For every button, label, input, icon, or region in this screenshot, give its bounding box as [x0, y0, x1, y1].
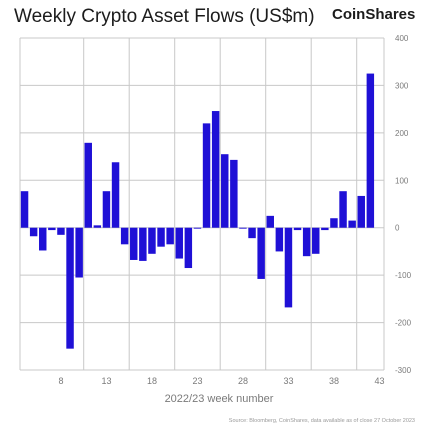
- bar-week-31: [266, 215, 274, 228]
- bar-week-9: [66, 227, 74, 349]
- bar-week-13: [102, 191, 111, 228]
- bar-week-4: [20, 191, 29, 228]
- x-tick-label: 18: [147, 376, 157, 386]
- y-tick-label: 0: [395, 224, 400, 233]
- bar-week-19: [157, 227, 165, 247]
- bar-week-38: [330, 218, 338, 228]
- bar-week-17: [139, 227, 147, 261]
- bar-week-42: [366, 73, 375, 228]
- bar-week-20: [166, 227, 174, 245]
- x-tick-label: 8: [58, 376, 63, 386]
- bar-week-22: [184, 227, 193, 269]
- bar-week-28: [239, 227, 247, 229]
- x-tick-label: 28: [238, 376, 248, 386]
- bar-week-37: [321, 227, 329, 231]
- x-tick-label: 13: [101, 376, 111, 386]
- bars: [20, 73, 375, 349]
- x-tick-label: 23: [192, 376, 202, 386]
- y-tick-label: -200: [395, 319, 412, 328]
- bar-week-24: [202, 123, 211, 228]
- bar-week-39: [339, 191, 347, 228]
- grid-lines: [19, 37, 385, 371]
- y-tick-label: 400: [395, 34, 409, 43]
- bar-week-14: [111, 162, 120, 228]
- y-tick-label: 300: [395, 81, 409, 90]
- bar-week-36: [312, 227, 320, 254]
- source-note: Source: Bloomberg, CoinShares, data avai…: [228, 418, 415, 424]
- bar-week-30: [257, 227, 265, 279]
- bar-week-6: [39, 227, 47, 251]
- bar-week-21: [175, 227, 183, 259]
- bar-week-12: [93, 225, 102, 228]
- bar-week-5: [29, 227, 38, 237]
- y-tick-label: 200: [395, 129, 409, 138]
- bar-week-10: [75, 227, 83, 278]
- bar-week-35: [302, 227, 311, 257]
- x-axis-label: 2022/23 week number: [164, 393, 274, 405]
- bar-week-27: [230, 159, 238, 228]
- bar-week-34: [293, 227, 302, 231]
- y-tick-label: 100: [395, 176, 409, 185]
- bar-week-23: [193, 227, 202, 229]
- bar-week-11: [84, 142, 92, 228]
- bar-week-26: [221, 154, 229, 228]
- x-tick-label: 33: [283, 376, 293, 386]
- y-tick-label: -100: [395, 271, 412, 280]
- x-tick-label: 38: [329, 376, 339, 386]
- bar-week-29: [248, 227, 256, 239]
- coinshares-logo: CoinShares: [332, 6, 416, 23]
- tick-labels: 400 300 200 100 0 -100 -200 -300 8 13 18 23 28 33 38 43: [58, 34, 411, 386]
- bar-week-40: [348, 220, 356, 228]
- x-tick-label: 43: [374, 376, 384, 386]
- chart-title: Weekly Crypto Asset Flows (US$m): [14, 6, 315, 27]
- bar-week-33: [284, 227, 293, 308]
- bar-week-8: [57, 227, 65, 235]
- bar-week-7: [48, 227, 56, 231]
- y-tick-label: -300: [395, 366, 412, 375]
- bar-week-25: [211, 111, 220, 228]
- bar-week-16: [130, 227, 138, 260]
- bar-week-41: [357, 195, 365, 228]
- bar-week-32: [275, 227, 284, 252]
- bar-week-18: [148, 227, 156, 254]
- bar-week-15: [120, 227, 129, 245]
